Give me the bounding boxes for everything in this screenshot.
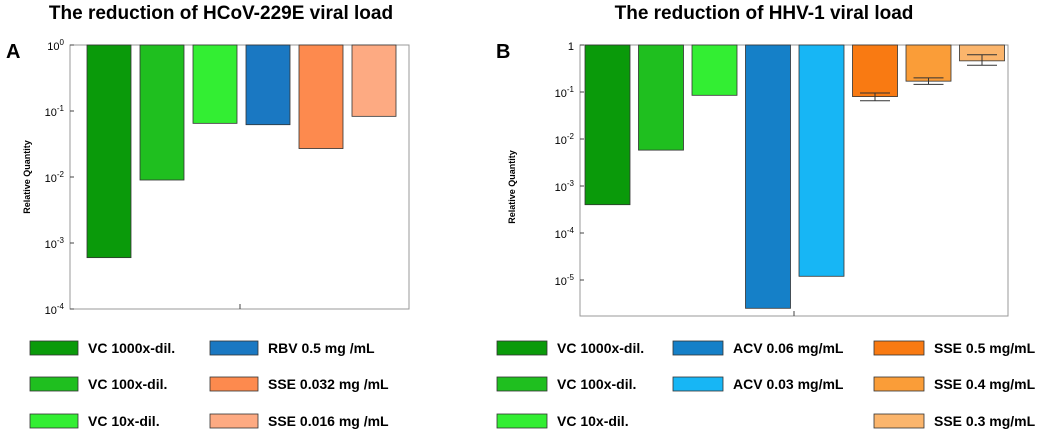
panel-a-y-tick-label: 100 [47,38,64,53]
panel-a-legend-swatch [209,340,259,356]
panel-b-legend-swatch [873,376,925,392]
panel-b-legend-label: SSE 0.3 mg/mL [934,413,1036,429]
panel-a-legend-swatch [29,376,79,392]
panel-a-legend-swatch [29,413,79,429]
panel-a-legend-swatch [29,340,79,356]
panel-b-y-axis-label: Relative Quantity [507,150,517,224]
panel-b-legend-label: VC 100x-dil. [557,376,636,392]
panel-b-legend-swatch [672,340,724,356]
panel-a-bar [245,44,291,126]
panel-a-bar [351,44,397,117]
panel-a-legend-swatch [209,376,259,392]
panel-b-legend-label: ACV 0.06 mg/mL [733,340,844,356]
panel-b-y-tick-label: 10-5 [555,273,575,288]
panel-b-legend-swatch [873,340,925,356]
panel-b-bar [798,44,845,277]
panel-a-legend-label: SSE 0.016 mg /mL [268,413,389,429]
panel-b-title: The reduction of HHV-1 viral load [615,3,914,24]
panel-b-legend-swatch [672,376,724,392]
panel-a-y-axis-label: Relative Quantity [22,140,32,214]
panel-a-legend-label: RBV 0.5 mg /mL [268,340,375,356]
panel-b-bar [905,44,952,82]
panel-b-label: B [496,41,510,63]
panel-a-y-tick-label: 10-1 [45,104,65,119]
panel-b-bar [745,44,791,309]
panel-b-y-tick-label: 10-1 [555,85,575,100]
panel-a-legend-swatch [209,413,259,429]
panel-a-legend-label: VC 1000x-dil. [88,340,175,356]
panel-a-y-tick-label: 10-4 [45,302,65,317]
panel-a-legend-label: VC 100x-dil. [88,376,167,392]
panel-a-bar [298,44,344,149]
panel-b-y-tick-label: 10-4 [555,226,575,241]
panel-b-legend-label: VC 1000x-dil. [557,340,644,356]
panel-a-legend-label: SSE 0.032 mg /mL [268,376,389,392]
panel-a-bar [139,44,185,181]
panel-b-legend-label: SSE 0.5 mg/mL [934,340,1036,356]
panel-a-bar [192,44,238,124]
panel-b-bar [691,44,738,96]
panel-b-legend-label: VC 10x-dil. [557,413,629,429]
panel-b-bar [584,44,631,206]
panel-b-y-tick-label: 10-3 [555,179,575,194]
panel-b-legend-swatch [496,413,548,429]
panel-b-legend-label: SSE 0.4 mg/mL [934,376,1036,392]
panel-b-legend-swatch [873,413,925,429]
panel-b-legend-label: ACV 0.03 mg/mL [733,376,844,392]
panel-a-label: A [6,41,20,63]
panel-b-bar [852,44,898,97]
panel-a-y-tick-label: 10-2 [45,170,65,185]
panel-a: The reduction of HCoV-229E viral load A … [6,3,410,429]
panel-a-legend-label: VC 10x-dil. [88,413,160,429]
panel-b-legend-swatch [496,376,548,392]
panel-a-title: The reduction of HCoV-229E viral load [49,3,393,24]
panel-b-y-tick-label: 10-2 [555,132,575,147]
panel-a-bar [86,44,132,259]
panel-b: The reduction of HHV-1 viral load B Rela… [496,3,1036,429]
panel-b-bar [638,44,684,151]
panel-b-legend-swatch [496,340,548,356]
panel-a-y-tick-label: 10-3 [45,236,65,251]
panel-b-y-tick-label: 1 [568,41,574,53]
